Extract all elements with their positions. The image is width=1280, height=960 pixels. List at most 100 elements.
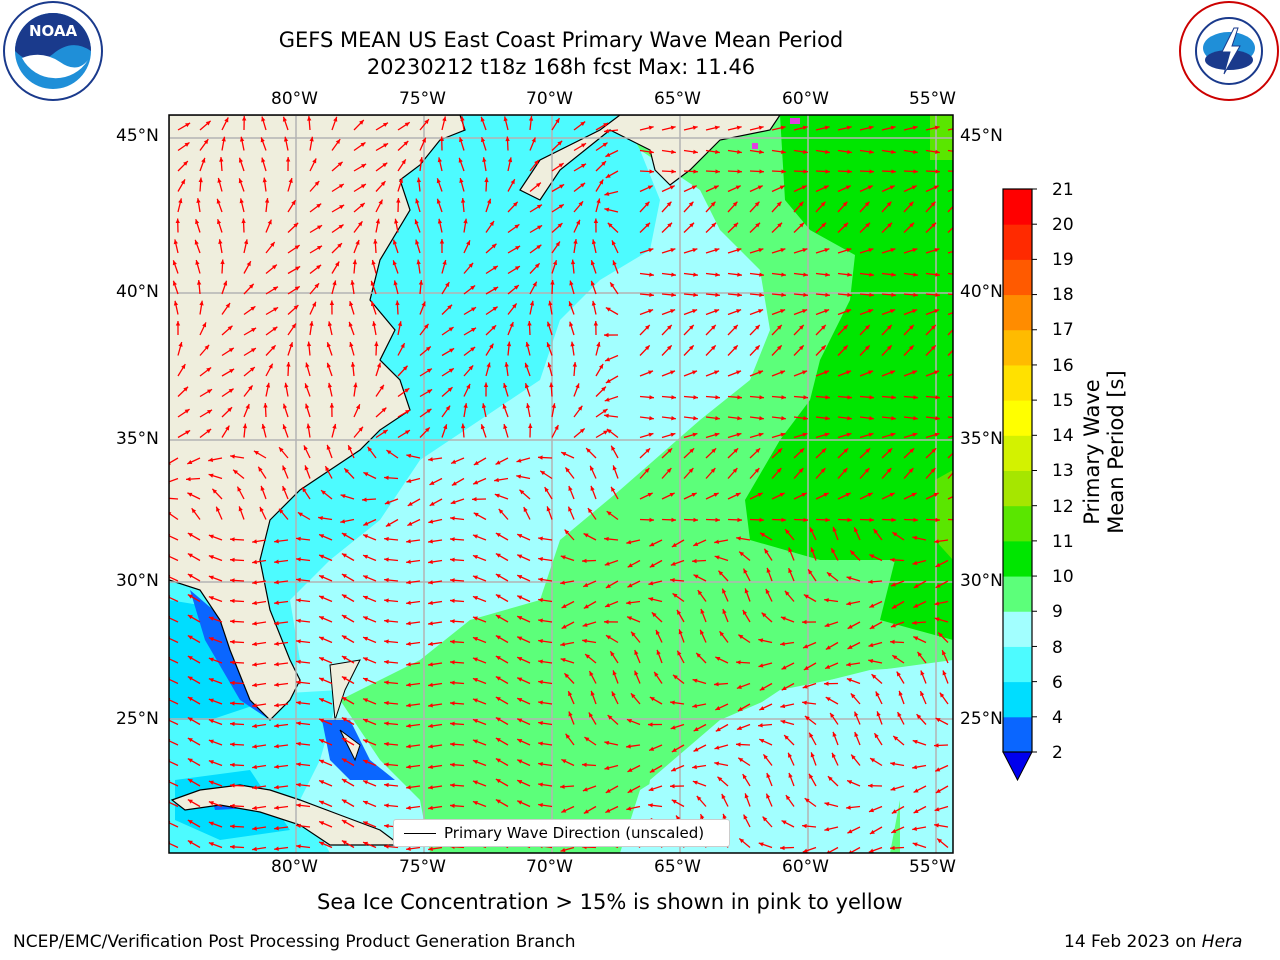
- colorbar-tick: 6: [1052, 673, 1063, 693]
- wave-direction-arrowhead: [693, 747, 699, 752]
- wave-direction-arrowhead: [759, 272, 764, 277]
- wave-direction-arrowhead: [495, 758, 501, 763]
- wave-direction-arrowhead: [803, 272, 808, 277]
- wave-direction-arrowhead: [802, 700, 807, 705]
- wave-direction-arrowhead: [319, 677, 325, 682]
- wave-direction-arrowhead: [825, 664, 831, 669]
- wave-direction-arrowhead: [363, 657, 369, 662]
- wave-direction-arrowhead: [198, 177, 203, 183]
- wave-direction-arrowhead: [384, 577, 389, 583]
- wave-direction-arrowhead: [953, 325, 958, 330]
- wave-direction-arrowhead: [570, 341, 575, 347]
- colorbar-tick: 19: [1052, 250, 1074, 270]
- wave-direction-arrowhead: [666, 345, 672, 351]
- wave-direction-arrowhead: [912, 370, 918, 375]
- wave-direction-arrowhead: [252, 641, 257, 647]
- wave-direction-arrowhead: [666, 201, 672, 207]
- wave-direction-arrowhead: [777, 448, 783, 454]
- wave-direction-arrowhead: [602, 409, 608, 414]
- wave-direction-arrowhead: [376, 362, 382, 368]
- wave-direction-arrowhead: [472, 657, 478, 662]
- wave-direction-arrowhead: [670, 700, 675, 705]
- wave-direction-arrowhead: [384, 557, 389, 562]
- wave-direction-arrowhead: [473, 460, 479, 465]
- wave-direction-arrowhead: [317, 245, 323, 250]
- wave-direction-arrowhead: [230, 783, 235, 788]
- wave-direction-arrowhead: [294, 286, 300, 291]
- wave-direction-arrowhead: [568, 485, 573, 491]
- wave-direction-arrow: [826, 846, 839, 853]
- wave-direction-arrowhead: [560, 580, 566, 585]
- wave-direction-arrowhead: [736, 370, 742, 375]
- wave-direction-arrowhead: [187, 840, 193, 845]
- wave-direction-arrowhead: [296, 741, 301, 747]
- ocean-zone-bright-cyan: [169, 600, 290, 840]
- wave-direction-arrowhead: [534, 263, 540, 269]
- wave-direction-arrowhead: [934, 309, 940, 314]
- wave-direction-arrowhead: [590, 485, 595, 491]
- wave-direction-arrowhead: [186, 476, 191, 482]
- wave-direction-arrowhead: [208, 842, 214, 847]
- wave-direction-arrowhead: [248, 283, 254, 289]
- wave-direction-arrowhead: [801, 492, 807, 497]
- wave-direction-arrowhead: [803, 149, 808, 155]
- wave-direction-arrowhead: [869, 808, 875, 813]
- wave-direction-arrowhead: [194, 239, 199, 245]
- wave-direction-arrowhead: [460, 116, 465, 121]
- wave-direction-arrowhead: [252, 580, 257, 585]
- wave-direction-arrowhead: [224, 117, 229, 123]
- wave-direction-arrowhead: [450, 639, 455, 644]
- wave-direction-arrowhead: [183, 386, 189, 392]
- wave-direction-arrowhead: [296, 598, 301, 603]
- wave-direction-arrowhead: [288, 178, 293, 183]
- wave-direction-arrowhead: [649, 272, 654, 277]
- wave-direction-arrowhead: [732, 201, 738, 207]
- wave-direction-arrowhead: [803, 594, 809, 599]
- wave-direction-arrowhead: [429, 480, 435, 485]
- wave-direction-arrowhead: [692, 764, 697, 770]
- wave-direction-arrowhead: [780, 125, 786, 130]
- wave-direction-arrowhead: [715, 517, 720, 523]
- wave-direction-arrowhead: [503, 116, 508, 122]
- wave-direction-arrowhead: [604, 561, 610, 566]
- wave-direction-arrow: [947, 272, 953, 275]
- wave-direction-arrowhead: [847, 149, 852, 155]
- wave-direction-arrowhead: [384, 680, 389, 685]
- lat-tick-left: 35°N: [116, 429, 159, 449]
- wave-direction-arrowhead: [689, 448, 695, 454]
- wave-direction-arrowhead: [677, 650, 682, 656]
- wave-direction-arrowhead: [472, 555, 478, 560]
- wave-direction-arrowhead: [867, 492, 873, 497]
- wave-direction-arrowhead: [537, 225, 543, 230]
- wave-direction-arrowhead: [274, 682, 279, 687]
- wave-direction-arrowhead: [384, 659, 389, 665]
- wave-direction-arrowhead: [360, 184, 366, 189]
- wave-direction-arrowhead: [208, 473, 214, 478]
- wave-direction-arrowhead: [611, 240, 616, 246]
- wave-direction-arrowhead: [711, 222, 717, 228]
- wave-direction-arrowhead: [187, 533, 193, 538]
- wave-direction-arrowhead: [207, 389, 213, 394]
- wave-direction-arrowhead: [173, 239, 178, 245]
- wave-direction-arrowhead: [208, 739, 214, 744]
- footer-date-text: 14 Feb 2023 on: [1064, 932, 1197, 952]
- wave-direction-arrowhead: [296, 536, 301, 542]
- wave-direction-arrowhead: [935, 395, 940, 400]
- wave-direction-arrowhead: [546, 506, 551, 512]
- wave-direction-arrowhead: [780, 719, 786, 725]
- wave-direction-arrow: [947, 495, 953, 500]
- wave-direction-arrowhead: [252, 539, 257, 544]
- wave-direction-arrowhead: [450, 557, 455, 562]
- wave-direction-arrowhead: [491, 325, 497, 330]
- wave-direction-arrowhead: [406, 764, 411, 769]
- wave-direction-arrowhead: [649, 768, 655, 773]
- wave-direction-arrowhead: [934, 539, 939, 544]
- wave-direction-arrowhead: [580, 121, 586, 127]
- wave-direction-arrowhead: [715, 272, 720, 277]
- wave-direction-arrowhead: [582, 622, 588, 627]
- wave-direction-arrowhead: [229, 368, 235, 374]
- wave-direction-arrowhead: [515, 245, 521, 251]
- wave-direction-arrow: [947, 373, 953, 377]
- wave-direction-arrowhead: [891, 604, 897, 609]
- colorbar-segment: [1003, 435, 1032, 471]
